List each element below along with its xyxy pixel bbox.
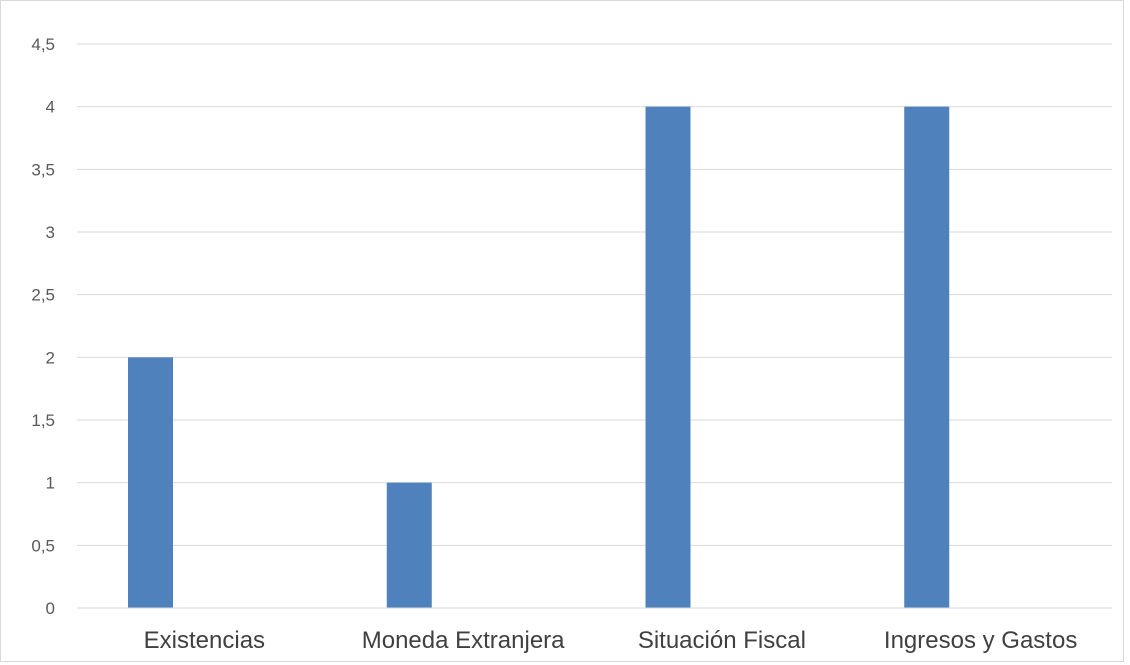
x-category-label: Situación Fiscal [638,627,806,654]
bars [128,106,950,609]
bar [904,106,950,609]
y-tick-label: 1,5 [31,411,55,430]
y-tick-label: 0,5 [31,536,55,555]
x-category-label: Moneda Extranjera [362,627,565,654]
y-tick-label: 2,5 [31,286,55,305]
y-tick-label: 0 [46,599,55,618]
bar [128,357,173,608]
y-tick-label: 4 [46,98,55,117]
y-tick-label: 2 [46,348,55,367]
bar [645,106,691,609]
y-tick-label: 4,5 [31,35,55,54]
gridlines [77,43,1112,546]
x-category-label: Ingresos y Gastos [884,627,1077,654]
y-tick-label: 3 [46,223,55,242]
y-tick-label: 3,5 [31,160,55,179]
y-tick-label: 1 [46,474,55,493]
bar [386,482,432,608]
x-category-label: Existencias [144,627,265,654]
labels: 0 0,5 1 1,5 2 2,5 3 3,5 4 4,5 Existencias Moneda Ex… [31,35,1077,654]
